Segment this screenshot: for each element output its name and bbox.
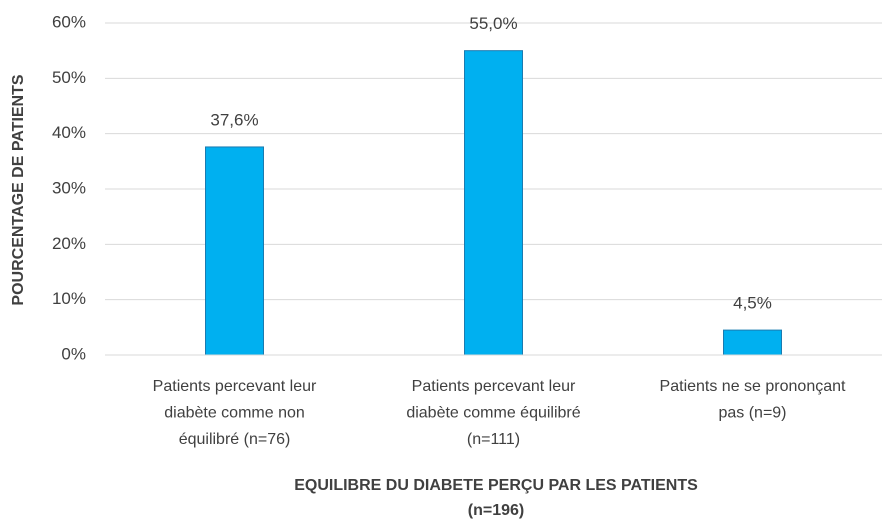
x-tick-label: Patients ne se prononçant pas (n=9): [660, 378, 846, 422]
y-tick-label: 0%: [61, 344, 86, 363]
x-axis-label: (n=196): [468, 502, 524, 519]
x-tick-label: Patients percevant leur diabète comme non…: [153, 378, 317, 448]
bar: [464, 50, 523, 356]
y-tick-label: 60%: [52, 12, 86, 31]
y-axis-label: POURCENTAGE DE PATIENTS: [10, 74, 27, 305]
data-label: 55,0%: [469, 14, 517, 33]
y-tick-label: 30%: [52, 178, 86, 197]
x-axis-label: EQUILIBRE DU DIABETE PERÇU PAR LES PATIE…: [294, 477, 698, 494]
bar: [205, 146, 264, 356]
data-label: 4,5%: [733, 294, 772, 313]
y-tick-label: 40%: [52, 123, 86, 142]
y-tick-label: 10%: [52, 289, 86, 308]
data-label: 37,6%: [210, 110, 258, 129]
y-tick-label: 50%: [52, 68, 86, 87]
y-tick-label: 20%: [52, 234, 86, 253]
x-tick-label: Patients percevant leur diabète comme équ…: [406, 378, 580, 448]
bar: [723, 329, 782, 356]
